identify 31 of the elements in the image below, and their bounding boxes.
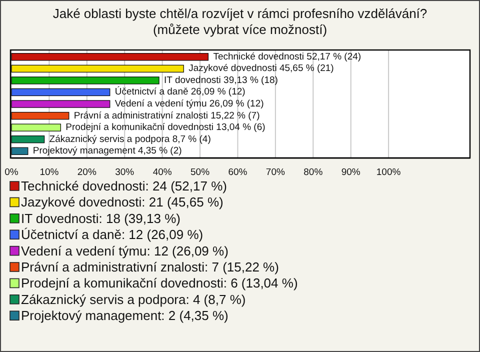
data-label: Právní a administrativní znalosti 15,22 % (7) <box>74 110 260 122</box>
x-tick-label: 100% <box>376 167 402 178</box>
x-tick-label: 60% <box>228 167 248 178</box>
data-label: Projektový management 4,35 % (2) <box>32 146 182 157</box>
text: Zákaznický servis a podpora: 4 (8,7 %) <box>21 292 246 307</box>
text: Účetnictví a daně: 12 (26,09 %) <box>21 227 204 242</box>
data-label: Zákaznický servis a podpora 8,7 % (4) <box>49 134 211 145</box>
x-tick-label: 40% <box>152 167 172 178</box>
x-tick-label: 70% <box>266 167 286 178</box>
x-tick-label: 20% <box>77 167 97 178</box>
text: Právní a administrativní znalosti: 7 (15,22 %) <box>21 260 279 274</box>
x-tick-label: 0% <box>4 167 19 178</box>
x-tick-label: 30% <box>115 167 135 178</box>
data-label: Prodejní a komunikační dovednosti 13,04 % (6) <box>66 122 266 134</box>
text: IT dovednosti: 18 (39,13 %) <box>21 210 180 226</box>
data-label: Vedení a vedení týmu 26,09 % (12) <box>114 98 264 110</box>
x-tick-label: 50% <box>190 167 210 178</box>
data-label: Účetnictví a daně 26,09 % (12) <box>114 86 246 98</box>
data-label: Jazykové dovednosti 45,65 % (21) <box>188 63 334 74</box>
x-tick-label: 10% <box>40 167 60 178</box>
text: Technické dovednosti: 24 (52,17 %) <box>21 178 227 194</box>
text: Prodejní a komunikační dovednosti: 6 (13,04 %) <box>21 276 298 291</box>
text: Projektový management: 2 (4,35 %) <box>21 308 228 324</box>
text: Vedení a vedení týmu: 12 (26,09 %) <box>21 243 228 258</box>
data-label: IT dovednosti 39,13 % (18) <box>164 74 278 86</box>
x-tick-label: 90% <box>341 167 361 178</box>
chart-title: Jaké oblasti byste chtěl/a rozvíjet v rámci profesního vzdělávání? <box>52 6 428 21</box>
chart-subtitle: (můžete vybrat více možností) <box>152 22 328 37</box>
x-tick-label: 80% <box>304 167 324 178</box>
data-label: Technické dovednosti 52,17 % (24) <box>213 51 362 62</box>
text: Jazykové dovednosti: 21 (45,65 %) <box>21 194 224 210</box>
